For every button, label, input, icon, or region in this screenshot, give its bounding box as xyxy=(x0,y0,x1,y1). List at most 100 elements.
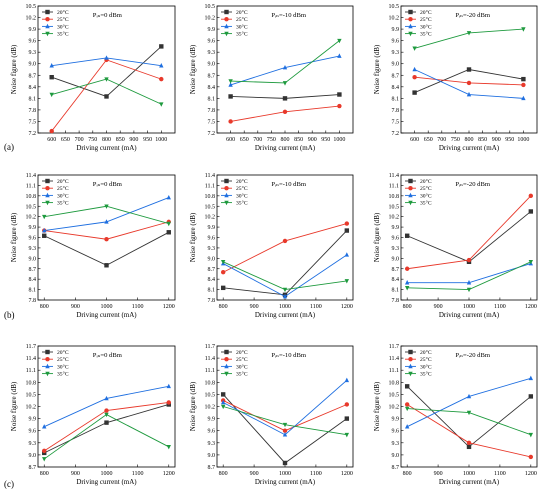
legend-label: 25°C xyxy=(420,356,432,363)
y-tick-label: 10.5 xyxy=(26,392,37,398)
x-tick-label: 1100 xyxy=(494,471,506,477)
legend-label: 20°C xyxy=(236,349,248,356)
y-tick-label: 8.7 xyxy=(208,267,216,273)
data-point xyxy=(412,90,417,95)
x-axis-label: Driving current (mA) xyxy=(439,144,500,152)
x-tick-label: 650 xyxy=(240,137,249,143)
legend-marker xyxy=(408,23,413,29)
legend-label: 20°C xyxy=(420,178,432,185)
x-tick-label: 900 xyxy=(71,471,80,477)
data-point xyxy=(159,102,164,107)
x-tick-label: 700 xyxy=(253,137,262,143)
data-point xyxy=(466,444,472,450)
y-tick-label: 10.2 xyxy=(205,215,216,221)
y-tick-label: 11.1 xyxy=(26,183,36,189)
y-tick-label: 9.9 xyxy=(29,27,37,33)
y-tick-label: 7.8 xyxy=(29,298,37,304)
data-point xyxy=(404,384,410,389)
y-tick-label: 9.9 xyxy=(208,417,216,423)
data-point xyxy=(466,80,472,86)
legend-marker xyxy=(45,357,50,362)
x-tick-label: 700 xyxy=(75,137,84,143)
y-tick-label: 9.9 xyxy=(392,27,400,33)
data-point xyxy=(166,445,171,450)
y-tick-label: 9.6 xyxy=(29,39,37,45)
data-point xyxy=(404,424,410,429)
y-tick-label: 8.4 xyxy=(208,85,216,91)
panel-title: Pᵢₙ=-20 dBm xyxy=(455,12,490,19)
data-point xyxy=(344,402,350,407)
x-tick-label: 1200 xyxy=(525,471,537,477)
x-tick-label: 1100 xyxy=(310,471,322,477)
legend-label: 35°C xyxy=(57,371,69,378)
series-3 xyxy=(42,383,171,429)
x-tick-label: 900 xyxy=(434,471,443,477)
series-line xyxy=(407,195,532,270)
y-tick-label: 9.0 xyxy=(208,62,216,68)
legend-marker xyxy=(408,192,413,198)
y-tick-label: 7.8 xyxy=(208,298,216,304)
y-tick-label: 9.6 xyxy=(29,236,37,242)
y-tick-label: 9.0 xyxy=(208,256,216,262)
legend-label: 30°C xyxy=(420,23,432,30)
y-tick-label: 8.4 xyxy=(29,85,37,91)
legend-label: 35°C xyxy=(420,200,432,207)
x-tick-label: 900 xyxy=(71,304,80,310)
y-axis-label: Noise figure (dB) xyxy=(189,381,197,431)
y-tick-label: 11.4 xyxy=(389,356,399,362)
y-axis-label: Noise figure (dB) xyxy=(373,381,381,431)
x-tick-label: 1000 xyxy=(279,304,291,310)
x-tick-label: 700 xyxy=(437,137,446,143)
panel-title: Pᵢₙ=-20 dBm xyxy=(455,352,490,359)
data-point xyxy=(344,377,350,383)
chart-panel-2-2: 7.8 8.1 8.4 8.7 9.0 9.3 9.6 9.9 10.2 10.5 10.8 11.1… xyxy=(189,173,354,319)
y-tick-label: 9.3 xyxy=(392,441,400,447)
data-point xyxy=(528,260,534,265)
data-point xyxy=(220,260,226,265)
legend-marker xyxy=(224,357,229,362)
series-1 xyxy=(404,384,534,450)
chart-panel-2-1: 7.8 8.1 8.4 8.7 9.0 9.3 9.6 9.9 10.2 10.5 10.8 11.1… xyxy=(10,173,176,319)
legend-label: 30°C xyxy=(236,192,248,199)
x-tick-label: 900 xyxy=(250,471,259,477)
series-4 xyxy=(404,406,534,438)
data-point xyxy=(466,393,472,399)
data-point xyxy=(42,214,47,220)
x-tick-label: 900 xyxy=(250,304,259,310)
y-tick-label: 8.7 xyxy=(392,267,400,273)
y-tick-label: 8.7 xyxy=(392,73,400,79)
chart-panel-3-2: 8.7 9.0 9.3 9.6 9.9 10.2 10.5 10.8 11.1 11.4 11.7 8… xyxy=(189,344,354,486)
x-tick-label: 1000 xyxy=(101,304,113,310)
y-tick-label: 10.8 xyxy=(389,380,400,386)
series-4 xyxy=(404,260,534,293)
legend-label: 20°C xyxy=(57,178,69,185)
legend-marker xyxy=(224,186,229,191)
data-point xyxy=(104,420,109,425)
data-point xyxy=(528,193,534,199)
legend-label: 30°C xyxy=(57,363,69,370)
y-tick-label: 11.4 xyxy=(205,356,215,362)
data-point xyxy=(104,237,109,242)
y-tick-label: 11.7 xyxy=(26,344,36,350)
data-point xyxy=(104,94,109,99)
data-point xyxy=(42,227,47,233)
panel-title: Pᵢₙ=-10 dBm xyxy=(271,181,306,188)
legend-marker xyxy=(224,17,229,22)
y-tick-label: 11.4 xyxy=(389,173,399,179)
y-tick-label: 10.8 xyxy=(389,194,400,200)
data-point xyxy=(282,109,288,115)
y-tick-label: 7.8 xyxy=(208,108,216,114)
y-tick-label: 10.5 xyxy=(205,4,216,10)
y-tick-label: 11.7 xyxy=(205,344,215,350)
legend-marker xyxy=(224,349,229,355)
legend-marker xyxy=(408,31,413,37)
data-point xyxy=(344,416,350,421)
legend-label: 20°C xyxy=(420,9,432,16)
y-tick-label: 9.6 xyxy=(392,429,400,435)
legend-label: 35°C xyxy=(57,31,69,38)
legend-marker xyxy=(45,186,50,191)
y-axis-label: Noise figure (dB) xyxy=(373,44,381,94)
series-3 xyxy=(220,377,350,437)
x-tick-label: 900 xyxy=(434,304,443,310)
y-tick-label: 9.0 xyxy=(392,256,400,262)
